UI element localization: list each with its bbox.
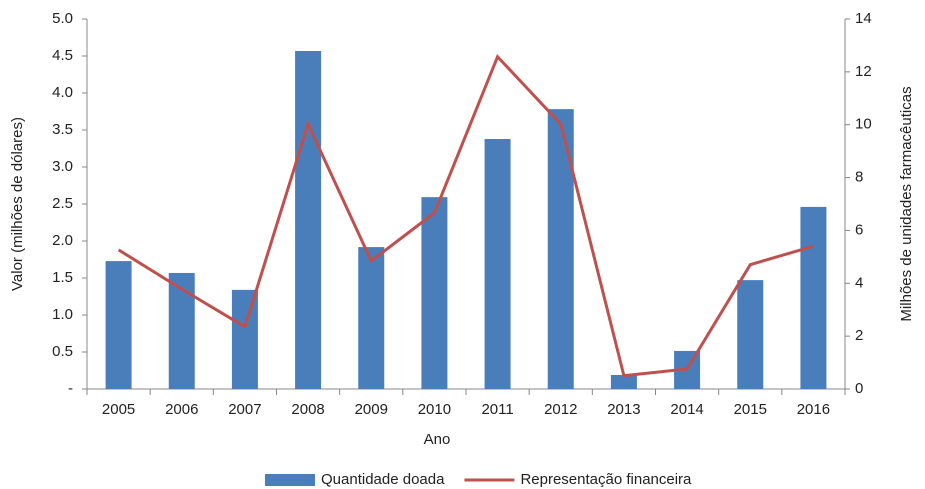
y-tick-label: 5.0 [52, 10, 73, 27]
y-tick-label: - [68, 380, 73, 397]
x-tick-label: 2015 [734, 401, 767, 418]
legend-label: Quantidade doada [321, 471, 445, 488]
y-tick-label: 0.5 [52, 343, 73, 360]
y2-tick-label: 14 [855, 10, 872, 27]
legend-label: Representação financeira [520, 471, 692, 488]
bar [547, 109, 574, 389]
y-tick-label: 1.5 [52, 269, 73, 286]
bar [421, 197, 448, 389]
y-tick-label: 3.5 [52, 121, 73, 138]
y-axis-label: Valor (milhões de dólares) [9, 117, 26, 291]
y-tick-label: 2.5 [52, 195, 73, 212]
y-tick-label: 2.0 [52, 232, 73, 249]
y-tick-label: 1.0 [52, 306, 73, 323]
x-tick-label: 2006 [165, 401, 198, 418]
y-tick-label: 4.0 [52, 84, 73, 101]
y2-tick-label: 8 [855, 169, 863, 186]
bar [295, 50, 322, 389]
line [117, 54, 814, 378]
bar [168, 272, 195, 389]
bar [358, 247, 385, 389]
bar [800, 206, 827, 389]
bar [231, 289, 258, 389]
x-tick-label: 2009 [355, 401, 388, 418]
x-tick-label: 2012 [544, 401, 577, 418]
bar [484, 138, 511, 389]
x-tick-label: 2010 [418, 401, 451, 418]
y-tick-label: 4.5 [52, 47, 73, 64]
y-tick-label: 3.0 [52, 158, 73, 175]
x-tick-label: 2013 [607, 401, 640, 418]
bar [105, 261, 132, 389]
x-tick-label: 2007 [228, 401, 261, 418]
y2-tick-label: 0 [855, 380, 863, 397]
x-tick-label: 2016 [797, 401, 830, 418]
x-tick-label: 2008 [291, 401, 324, 418]
bar [737, 280, 764, 389]
y2-axis-label: Milhões de unidades farmacêuticas [898, 86, 915, 321]
y2-tick-label: 4 [855, 274, 863, 291]
x-tick-label: 2005 [102, 401, 135, 418]
y2-tick-label: 6 [855, 221, 863, 238]
y2-tick-label: 10 [855, 116, 872, 133]
x-tick-label: 2014 [670, 401, 703, 418]
x-tick-label: 2011 [481, 401, 513, 418]
y2-tick-label: 12 [855, 63, 872, 80]
legend-swatch [265, 474, 315, 486]
y2-tick-label: 2 [855, 327, 863, 344]
x-axis-label: Ano [424, 431, 451, 448]
bar [610, 374, 637, 389]
